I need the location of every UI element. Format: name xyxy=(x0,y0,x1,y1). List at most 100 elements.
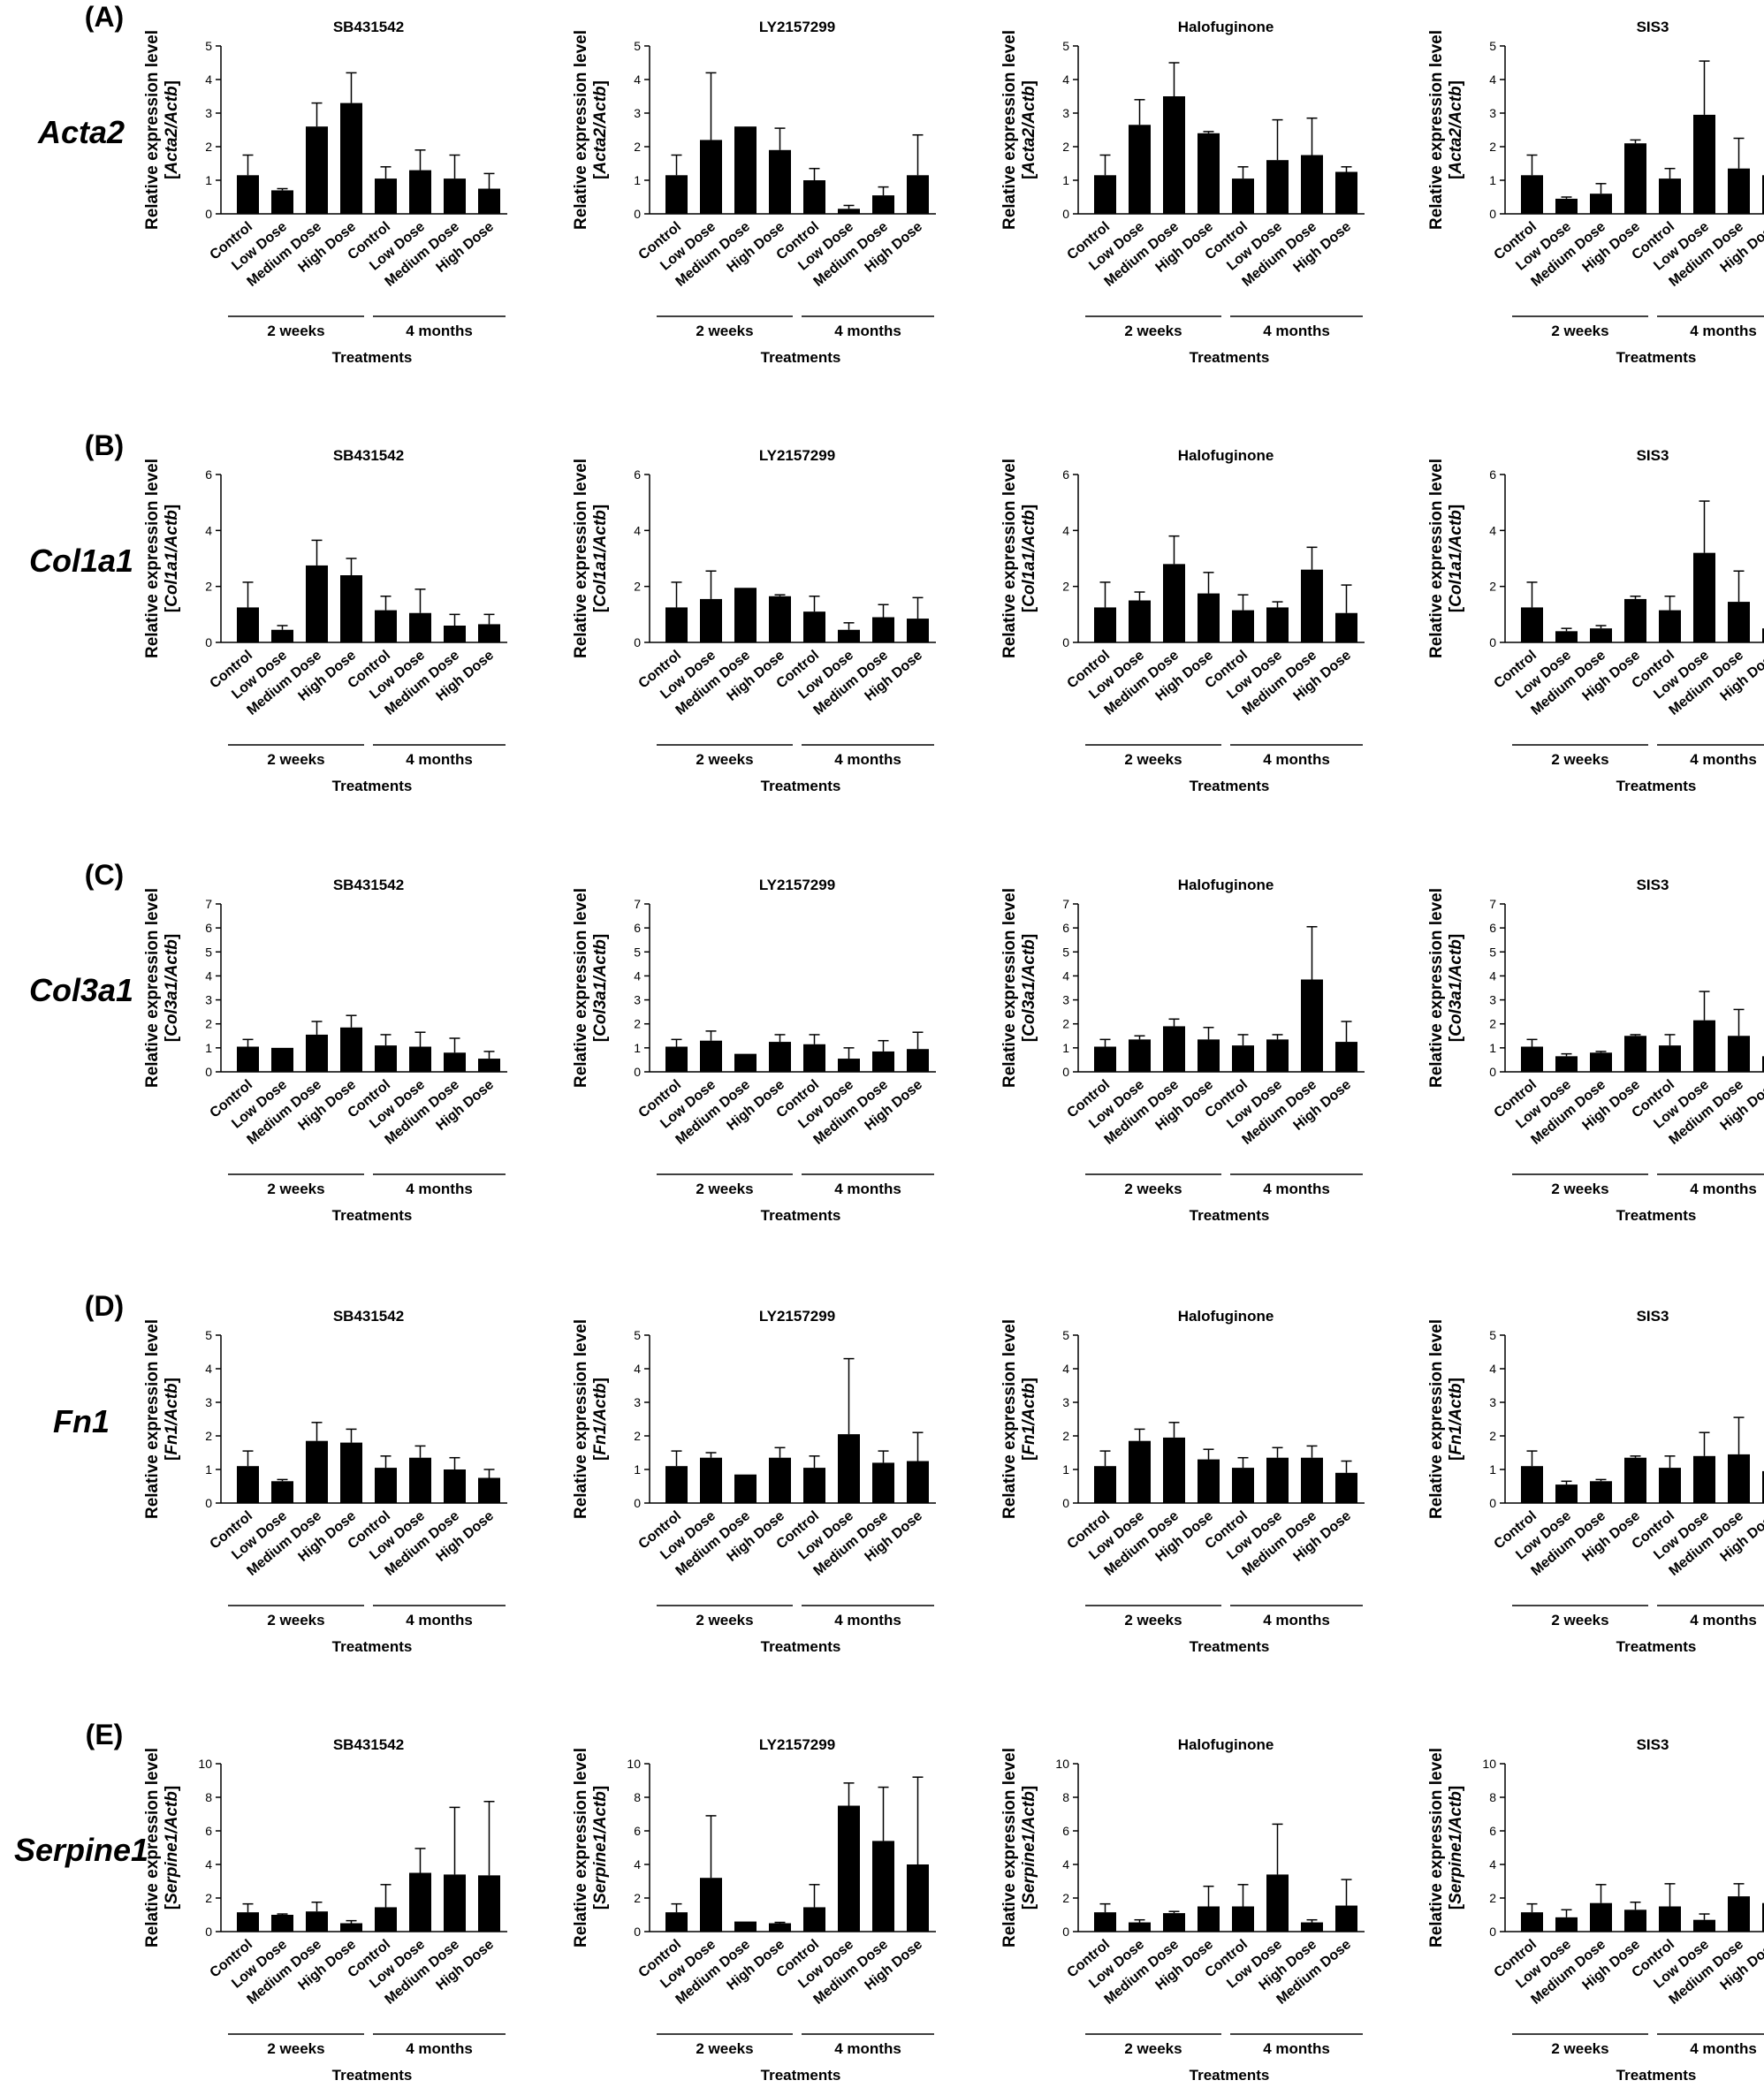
group-label: 4 months xyxy=(1263,1181,1330,1197)
bar xyxy=(1659,1045,1681,1072)
y-tick-label: 4 xyxy=(205,1362,212,1376)
group-label: 4 months xyxy=(834,2040,901,2057)
bar xyxy=(838,1059,860,1072)
bar xyxy=(306,126,328,214)
y-tick-label: 5 xyxy=(1062,39,1069,53)
y-tick-label: 2 xyxy=(634,1891,641,1905)
y-tick-label: 5 xyxy=(1062,945,1069,959)
chart-title: SB431542 xyxy=(333,1308,404,1325)
group-label: 2 weeks xyxy=(1551,1181,1608,1197)
y-tick-label: 4 xyxy=(1062,1857,1069,1872)
group-label: 2 weeks xyxy=(1124,2040,1182,2057)
y-tick-label: 1 xyxy=(634,173,641,187)
bar xyxy=(700,598,722,642)
bar xyxy=(1659,610,1681,642)
group-label: 4 months xyxy=(1263,751,1330,768)
bar xyxy=(1521,175,1543,214)
y-axis-label: Relative expression level xyxy=(1000,30,1019,230)
row-col3a1: (C) Col3a1 SB431542 0 1 2 3 4 5 6 7 Relative expres… xyxy=(29,859,1764,1224)
bar xyxy=(444,626,466,642)
x-axis-label: Treatments xyxy=(761,1207,841,1224)
bar xyxy=(1232,1468,1254,1503)
y-tick-label: 10 xyxy=(198,1757,212,1771)
y-axis-label: Relative expression level xyxy=(1000,459,1019,658)
y-tick-label: 3 xyxy=(1489,1395,1496,1409)
chart-title: SB431542 xyxy=(333,19,404,35)
y-tick-label: 6 xyxy=(1489,921,1496,935)
y-axis-label: Relative expression level xyxy=(572,459,590,658)
y-axis-label-ratio: [Col1a1/Actb] xyxy=(591,505,610,612)
y-tick-label: 2 xyxy=(634,1017,641,1031)
bar xyxy=(1094,1912,1116,1932)
y-axis-label-ratio: [Col3a1/Actb] xyxy=(591,934,610,1042)
bar xyxy=(375,1907,397,1932)
y-tick-label: 7 xyxy=(1489,897,1496,911)
y-tick-label: 4 xyxy=(1489,1362,1496,1376)
chart-title: LY2157299 xyxy=(759,877,835,893)
y-axis-label: Relative expression level xyxy=(1000,888,1019,1088)
y-tick-label: 2 xyxy=(205,140,212,154)
y-tick-label: 3 xyxy=(205,993,212,1007)
y-tick-label: 1 xyxy=(1062,1041,1069,1055)
chart-col1a1-ly2157299: LY2157299 0 2 4 6 Relative expression level [C… xyxy=(572,447,936,794)
bar xyxy=(1521,1046,1543,1072)
group-label: 2 weeks xyxy=(696,1612,753,1629)
bar xyxy=(1163,96,1185,214)
bar xyxy=(478,1875,500,1932)
chart-title: Halofuginone xyxy=(1178,877,1274,893)
chart-serpine1-sis3: SIS3 0 2 4 6 8 10 Relative expression level [Ser… xyxy=(1427,1736,1764,2084)
bar xyxy=(340,103,362,214)
bar xyxy=(306,1034,328,1072)
chart-title: SIS3 xyxy=(1637,1308,1669,1325)
bar xyxy=(1762,628,1764,642)
y-tick-label: 2 xyxy=(1062,580,1069,594)
bar xyxy=(769,1923,791,1932)
bar xyxy=(1094,175,1116,214)
y-tick-label: 2 xyxy=(1489,1429,1496,1443)
group-label: 4 months xyxy=(1263,1612,1330,1629)
group-label: 2 weeks xyxy=(267,2040,324,2057)
y-axis-label-ratio: [Acta2/Actb] xyxy=(1447,80,1465,179)
y-tick-label: 0 xyxy=(205,1065,212,1079)
y-tick-label: 2 xyxy=(205,1017,212,1031)
group-label: 4 months xyxy=(1690,751,1757,768)
bar xyxy=(1762,1056,1764,1072)
y-tick-label: 0 xyxy=(634,207,641,221)
bar xyxy=(665,607,688,642)
bar xyxy=(838,629,860,642)
bar xyxy=(340,1442,362,1503)
bar xyxy=(734,1474,757,1503)
y-axis-label-ratio: [Fn1/Actb] xyxy=(163,1378,181,1461)
bar xyxy=(1590,628,1612,642)
chart-title: SB431542 xyxy=(333,447,404,464)
y-tick-label: 0 xyxy=(1062,207,1069,221)
panel-letter: (D) xyxy=(85,1290,124,1322)
bar xyxy=(1728,1896,1750,1932)
x-axis-label: Treatments xyxy=(1190,1207,1270,1224)
bar xyxy=(665,175,688,214)
bar xyxy=(478,188,500,214)
bar xyxy=(1163,1913,1185,1932)
bar xyxy=(1232,1906,1254,1932)
chart-serpine1-halofuginone: Halofuginone 0 2 4 6 8 10 Relative expression l… xyxy=(1000,1736,1365,2084)
bar xyxy=(1129,1922,1151,1932)
y-tick-label: 3 xyxy=(1062,106,1069,120)
bar xyxy=(1555,1917,1578,1932)
y-axis-label-ratio: [Col1a1/Actb] xyxy=(1447,505,1465,612)
y-tick-label: 4 xyxy=(634,968,641,983)
bar xyxy=(1163,1026,1185,1072)
bar xyxy=(1521,1912,1543,1932)
gene-label: Acta2 xyxy=(37,114,125,150)
bar xyxy=(1198,1459,1220,1503)
y-tick-label: 5 xyxy=(634,1328,641,1342)
bar xyxy=(769,149,791,214)
bar xyxy=(237,1046,259,1072)
bar xyxy=(1624,1036,1646,1072)
bar xyxy=(700,1040,722,1072)
bar xyxy=(1762,1470,1764,1503)
chart-title: SIS3 xyxy=(1637,1736,1669,1753)
bar xyxy=(1555,1056,1578,1072)
bar xyxy=(1198,133,1220,214)
bar xyxy=(444,178,466,214)
bar xyxy=(1659,1906,1681,1932)
